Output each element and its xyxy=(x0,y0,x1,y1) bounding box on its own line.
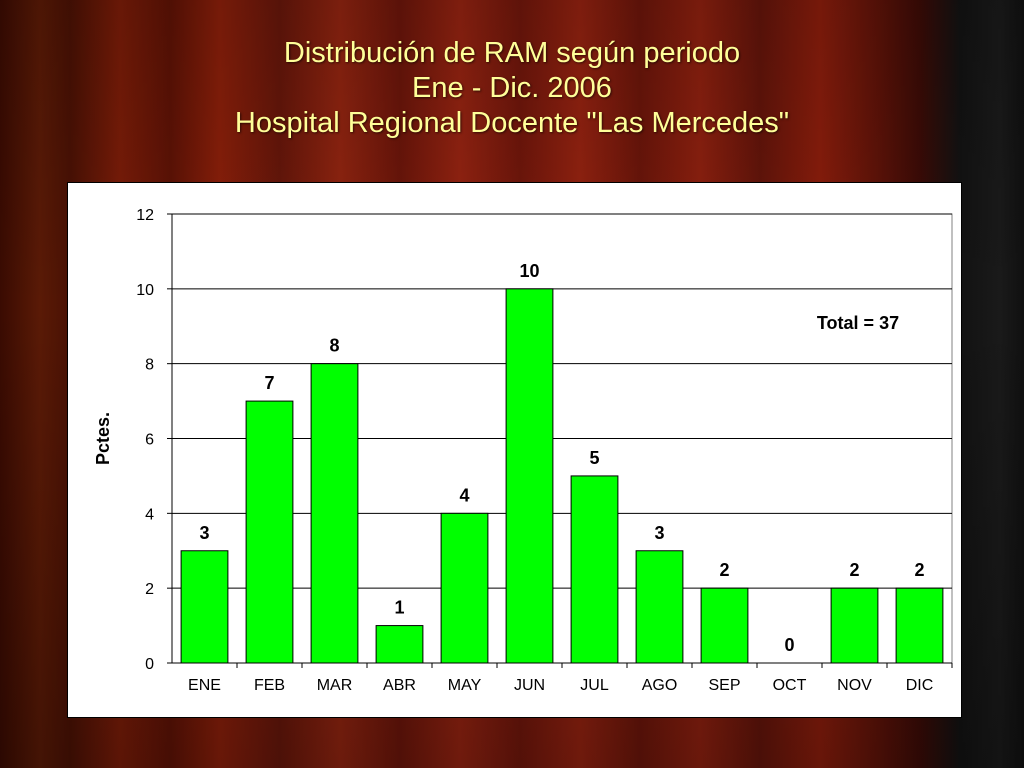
bar-feb xyxy=(245,400,294,664)
title-line-2: Ene - Dic. 2006 xyxy=(412,72,612,104)
y-tick-label: 0 xyxy=(145,656,154,673)
bar-may xyxy=(440,512,489,664)
data-label: 5 xyxy=(589,448,599,468)
x-tick-label: ABR xyxy=(383,677,416,694)
data-label: 4 xyxy=(459,485,469,505)
title-line-1: Distribución de RAM según periodo xyxy=(283,37,741,69)
slide-title: Distribución de RAM según periodo Ene - … xyxy=(0,36,1024,141)
chart-panel: 0 2 4 6 8 10 12 Pctes. 3 ENE 7 FEB 8 MAR 1 ABR 4 MAY 10 JUN… xyxy=(67,182,962,718)
bar-dic xyxy=(895,587,944,664)
x-tick-label: AGO xyxy=(642,677,678,694)
x-tick-label: MAY xyxy=(448,677,482,694)
x-tick-label: SEP xyxy=(708,677,740,694)
bar-ene xyxy=(180,550,229,664)
bar-mar xyxy=(310,363,359,664)
x-tick-label: MAR xyxy=(317,677,353,694)
total-annotation: Total = 37 xyxy=(817,313,899,333)
x-tick-label: DIC xyxy=(906,677,934,694)
data-label: 3 xyxy=(654,523,664,543)
data-label: 2 xyxy=(849,560,859,580)
data-label: 1 xyxy=(394,598,404,618)
bar-ago xyxy=(635,550,684,664)
x-tick-label: JUN xyxy=(514,677,545,694)
title-line-3: Hospital Regional Docente "Las Mercedes" xyxy=(234,107,790,139)
bar-nov xyxy=(830,587,879,664)
y-tick-label: 2 xyxy=(145,581,154,598)
data-label: 3 xyxy=(199,523,209,543)
x-tick-label: OCT xyxy=(773,677,807,694)
x-tick-label: ENE xyxy=(188,677,221,694)
bar-jun xyxy=(505,288,554,664)
y-tick-label: 4 xyxy=(145,506,154,523)
x-tick-label: JUL xyxy=(580,677,609,694)
data-label: 7 xyxy=(264,373,274,393)
y-tick-label: 10 xyxy=(136,282,154,299)
data-label: 0 xyxy=(784,635,794,655)
y-tick-label: 8 xyxy=(145,357,154,374)
y-axis-label: Pctes. xyxy=(93,412,113,465)
data-label: 10 xyxy=(519,261,539,281)
y-tick-label: 12 xyxy=(136,207,154,224)
bar-chart: 0 2 4 6 8 10 12 Pctes. 3 ENE 7 FEB 8 MAR 1 ABR 4 MAY 10 JUN… xyxy=(93,207,953,694)
data-label: 2 xyxy=(914,560,924,580)
bar-sep xyxy=(700,587,749,664)
bar-jul xyxy=(570,475,619,664)
data-label: 2 xyxy=(719,560,729,580)
x-tick-label: NOV xyxy=(837,677,872,694)
y-tick-label: 6 xyxy=(145,432,154,449)
bar-abr xyxy=(375,625,424,664)
x-tick-label: FEB xyxy=(254,677,285,694)
data-label: 8 xyxy=(329,336,339,356)
